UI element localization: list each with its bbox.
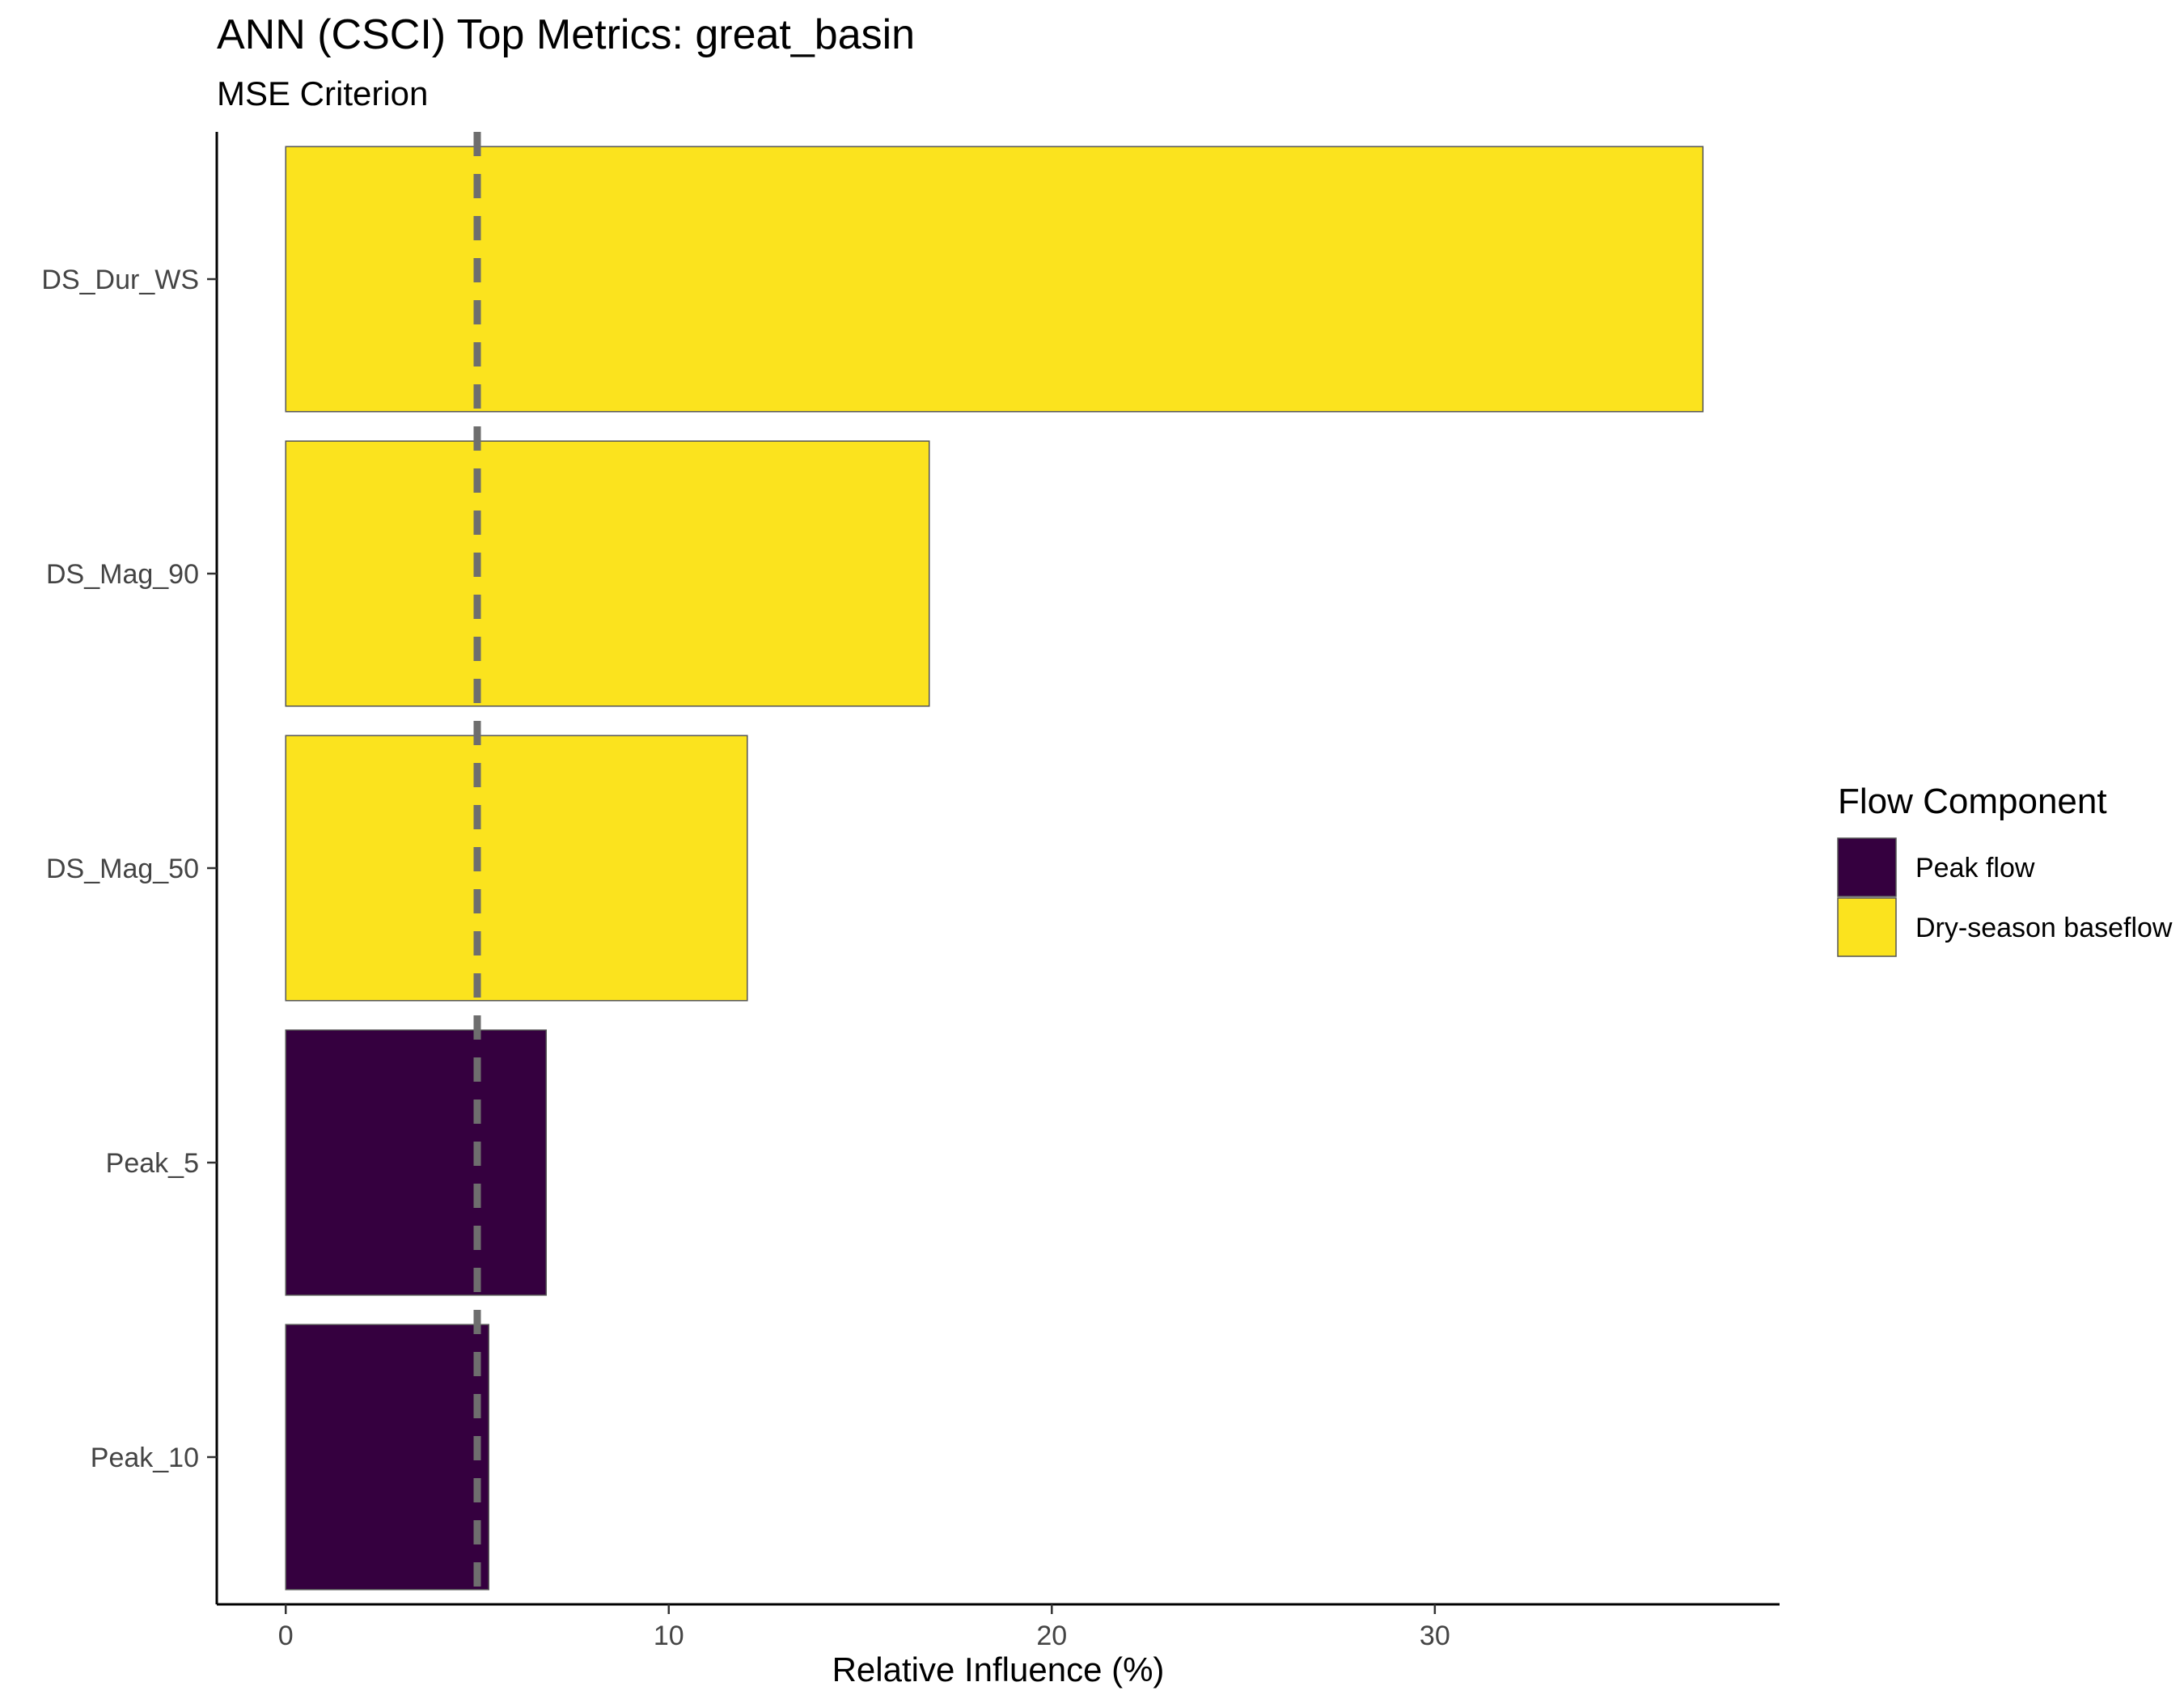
chart-title: ANN (CSCI) Top Metrics: great_basin bbox=[217, 11, 915, 58]
y-ticks: DS_Dur_WS DS_Mag_90 DS_Mag_50 Peak_5 Peak_10 bbox=[41, 265, 217, 1473]
legend-swatch-dry-season-baseflow bbox=[1837, 897, 1897, 957]
x-tick-label: 20 bbox=[1036, 1621, 1067, 1651]
x-tick-label: 0 bbox=[278, 1621, 294, 1651]
bar-ds-mag-90 bbox=[285, 440, 930, 707]
legend: Flow Component Peak flow Dry-season basef… bbox=[1837, 782, 2173, 957]
legend-title: Flow Component bbox=[1838, 782, 2107, 821]
x-axis-title: Relative Influence (%) bbox=[832, 1650, 1165, 1688]
x-ticks: 0 10 20 30 bbox=[278, 1604, 1450, 1651]
legend-label-peak-flow: Peak flow bbox=[1915, 853, 2035, 883]
y-tick-label: DS_Mag_50 bbox=[46, 854, 199, 884]
y-tick-label: Peak_5 bbox=[106, 1148, 199, 1179]
legend-label-dry-season-baseflow: Dry-season baseflow bbox=[1915, 913, 2173, 943]
bars-layer bbox=[285, 146, 1704, 1591]
y-tick-label: DS_Mag_90 bbox=[46, 559, 199, 590]
bar-ds-dur-ws bbox=[285, 146, 1704, 413]
y-tick-label: DS_Dur_WS bbox=[41, 265, 199, 295]
y-tick-label: Peak_10 bbox=[91, 1443, 199, 1473]
legend-items: Peak flow Dry-season baseflow bbox=[1837, 837, 2173, 957]
bar-peak-5 bbox=[285, 1029, 547, 1296]
legend-swatch-peak-flow bbox=[1837, 837, 1897, 897]
x-tick-label: 30 bbox=[1420, 1621, 1450, 1651]
bar-peak-10 bbox=[285, 1324, 489, 1591]
bar-ds-mag-50 bbox=[285, 735, 748, 1002]
x-tick-label: 10 bbox=[654, 1621, 684, 1651]
chart-subtitle: MSE Criterion bbox=[217, 74, 428, 112]
